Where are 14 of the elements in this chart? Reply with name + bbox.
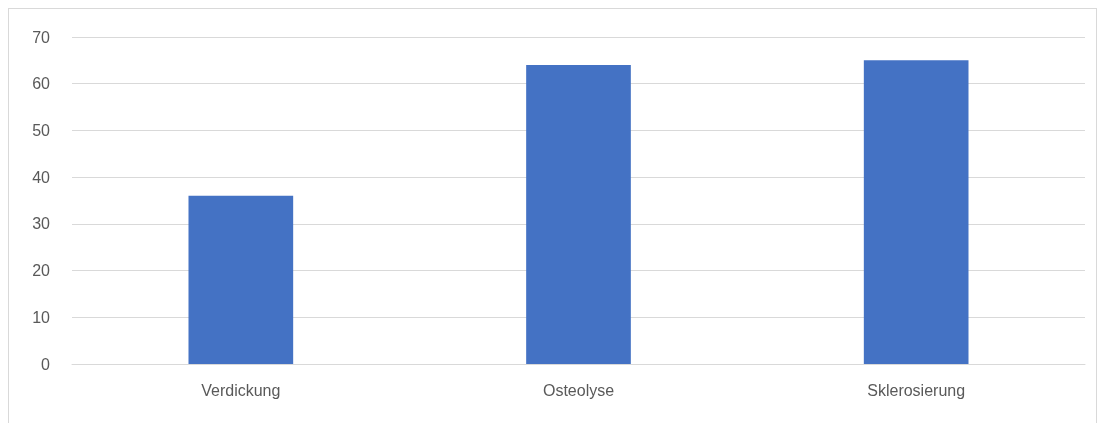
y-tick-label: 40 (32, 168, 51, 186)
x-tick-label: Osteolyse (542, 381, 615, 399)
y-tick-label: 10 (32, 308, 51, 326)
bar (188, 195, 294, 364)
bar (863, 60, 969, 364)
y-tick-label: 30 (32, 215, 51, 233)
x-tick-label: Sklerosierung (867, 381, 966, 399)
x-tick-label: Verdickung (201, 381, 281, 399)
y-tick-label: 50 (32, 121, 51, 139)
y-tick-label: 60 (32, 75, 51, 93)
y-tick-label: 0 (41, 355, 51, 373)
bar (526, 65, 631, 364)
y-tick-label: 70 (32, 28, 51, 46)
y-tick-label: 20 (32, 262, 51, 280)
